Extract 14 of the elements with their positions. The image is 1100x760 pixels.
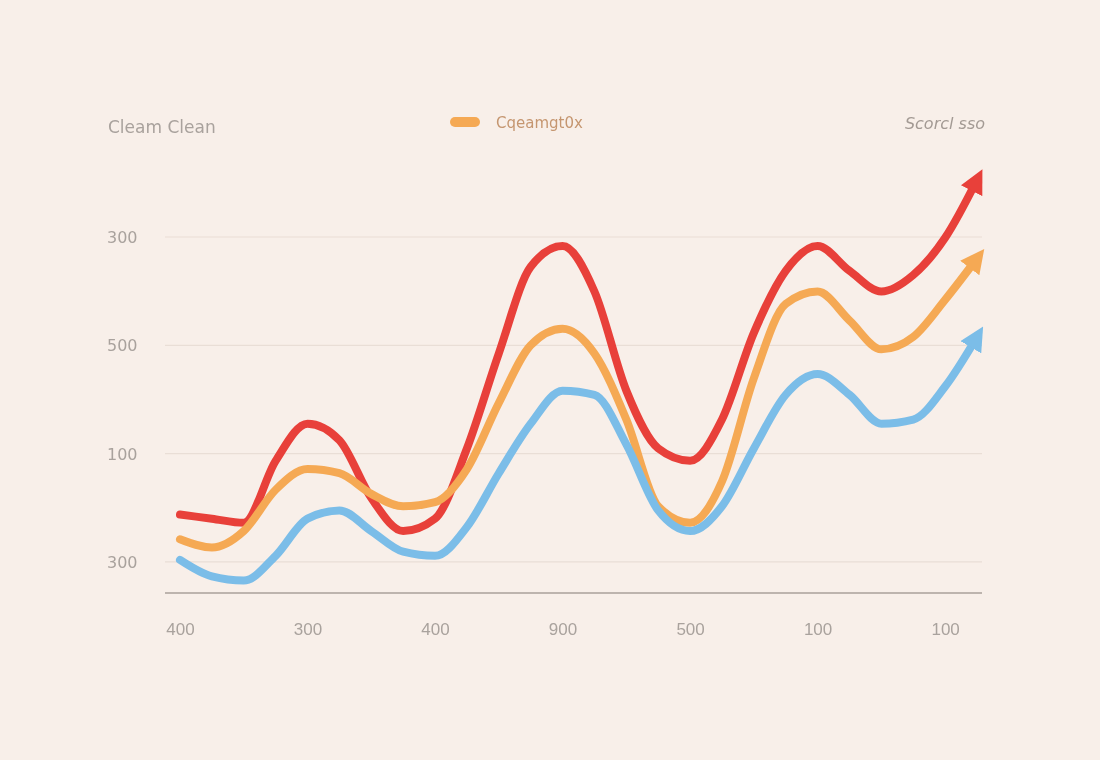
- x-tick-label: 100: [803, 620, 833, 640]
- x-tick-label: 400: [166, 620, 195, 640]
- x-tick-label: 300: [293, 620, 323, 640]
- text: 100: [107, 444, 138, 464]
- x-tick-label: 400: [421, 620, 450, 640]
- text: 300: [107, 552, 138, 572]
- x-tick-label: 900: [548, 620, 578, 640]
- x-tick-label: 500: [676, 620, 705, 640]
- chart-title: Cleam Clean: [108, 117, 216, 137]
- text: 500: [107, 336, 138, 356]
- text: 300: [107, 228, 138, 247]
- x-tick-label: 100: [931, 620, 960, 640]
- text: Scorcl sso: [904, 114, 986, 133]
- legend-label: Cqeamgt0x: [496, 114, 583, 132]
